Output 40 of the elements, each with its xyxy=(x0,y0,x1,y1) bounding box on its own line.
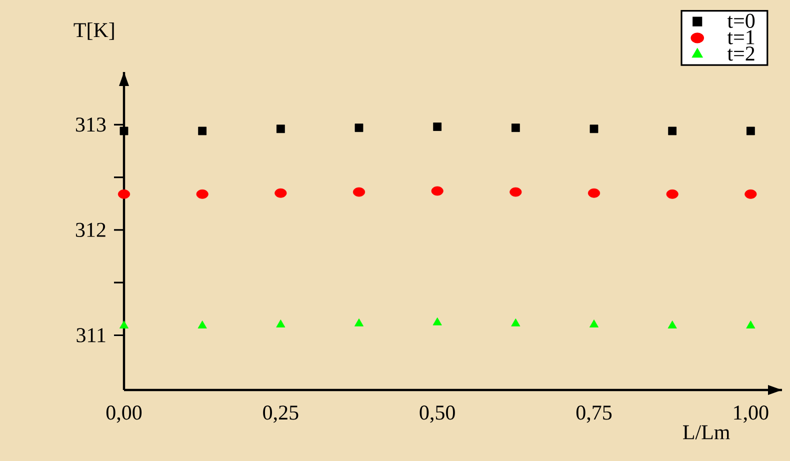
point xyxy=(196,189,208,199)
point xyxy=(588,188,600,198)
point xyxy=(118,189,130,199)
point xyxy=(433,122,442,131)
point xyxy=(589,320,599,328)
point xyxy=(198,320,207,328)
legend-label: t=2 xyxy=(727,46,754,61)
x-tick-label: 0,00 xyxy=(106,406,142,423)
x-tick-label: 0,50 xyxy=(420,406,455,423)
point xyxy=(119,320,129,328)
point xyxy=(746,320,756,328)
point xyxy=(352,187,366,197)
point xyxy=(431,186,444,196)
point xyxy=(511,318,520,326)
y-tick-label: 311 xyxy=(76,328,106,342)
y-tick-label: 312 xyxy=(76,222,106,237)
point xyxy=(511,124,520,132)
x-tick-label: 0,75 xyxy=(576,406,612,423)
y-axis-title: T[K] xyxy=(74,22,114,40)
point xyxy=(276,320,286,328)
point xyxy=(120,126,128,136)
y-tick-label: 313 xyxy=(76,118,106,132)
point xyxy=(198,126,207,136)
point xyxy=(432,317,442,326)
point xyxy=(746,126,755,136)
point xyxy=(510,187,522,197)
point xyxy=(666,189,678,199)
point xyxy=(354,318,364,326)
point xyxy=(668,320,677,328)
point xyxy=(274,188,287,198)
point xyxy=(354,124,364,132)
legend-label: t=0 xyxy=(727,14,755,28)
point xyxy=(590,124,598,134)
x-axis-title: L/Lm xyxy=(683,425,730,440)
legend-label: t=1 xyxy=(727,30,754,44)
x-tick-label: 1,00 xyxy=(734,406,768,423)
x-tick-label: 0,25 xyxy=(263,406,298,423)
point xyxy=(744,189,757,199)
point xyxy=(276,124,285,134)
point xyxy=(668,126,677,136)
